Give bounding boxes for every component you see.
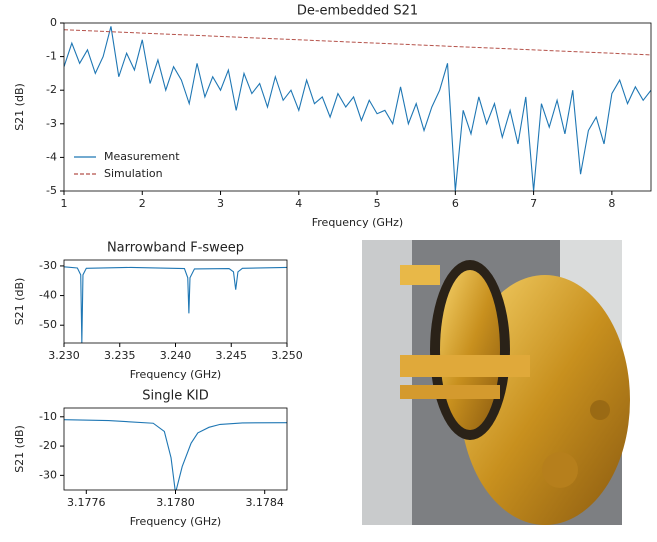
- photo: [362, 240, 630, 525]
- x-tick-label: 1: [61, 197, 68, 210]
- y-tick-label: -1: [46, 50, 57, 63]
- chart-title: Single KID: [142, 389, 208, 404]
- series-line: [64, 419, 287, 490]
- chart-title: Narrowband F-sweep: [107, 241, 244, 256]
- y-tick-label: -30: [39, 259, 57, 272]
- y-tick-label: -2: [46, 83, 57, 96]
- y-tick-label: -50: [39, 318, 57, 331]
- y-axis-label: S21 (dB): [13, 278, 26, 326]
- series-line: [64, 26, 651, 191]
- x-axis-label: Frequency (GHz): [130, 515, 221, 528]
- y-tick-label: -10: [39, 410, 57, 423]
- plot-frame: [63, 22, 652, 192]
- x-tick-label: 5: [374, 197, 381, 210]
- chart: Narrowband F-sweep Frequency (GHz) S21 (dB…: [13, 241, 303, 382]
- x-tick-label: 3.250: [271, 349, 303, 362]
- x-tick-label: 3.1784: [245, 496, 284, 509]
- x-tick-label: 3.1780: [156, 496, 195, 509]
- legend-label: Measurement: [104, 150, 180, 163]
- plot-frame: [63, 407, 288, 491]
- chart: De-embedded S21 Frequency (GHz) S21 (dB) 1 2…: [13, 4, 652, 229]
- y-tick-label: -4: [46, 150, 57, 163]
- y-tick-label: -20: [39, 439, 57, 452]
- y-tick-label: 0: [50, 16, 57, 29]
- x-axis-label: Frequency (GHz): [312, 216, 403, 229]
- y-tick-label: -40: [39, 289, 57, 302]
- x-tick-label: 3: [217, 197, 224, 210]
- x-tick-label: 3.1776: [67, 496, 106, 509]
- x-axis-label: Frequency (GHz): [130, 368, 221, 381]
- x-tick-label: 4: [295, 197, 302, 210]
- x-tick-label: 8: [608, 197, 615, 210]
- y-axis-label: S21 (dB): [13, 425, 26, 473]
- legend-label: Simulation: [104, 167, 163, 180]
- plot-frame: [63, 259, 288, 344]
- x-tick-label: 3.235: [104, 349, 136, 362]
- y-tick-label: -3: [46, 117, 57, 130]
- series-line: [64, 266, 287, 343]
- x-tick-label: 3.230: [48, 349, 80, 362]
- x-tick-label: 7: [530, 197, 537, 210]
- x-tick-label: 6: [452, 197, 459, 210]
- x-tick-label: 2: [139, 197, 146, 210]
- chart: Single KID Frequency (GHz) S21 (dB) 3.1776 3…: [13, 389, 288, 528]
- x-tick-label: 3.240: [160, 349, 192, 362]
- series-line: [64, 29, 651, 56]
- chart-title: De-embedded S21: [297, 4, 418, 19]
- y-axis-label: S21 (dB): [13, 83, 26, 131]
- y-tick-label: -5: [46, 184, 57, 197]
- x-tick-label: 3.245: [216, 349, 248, 362]
- y-tick-label: -30: [39, 468, 57, 481]
